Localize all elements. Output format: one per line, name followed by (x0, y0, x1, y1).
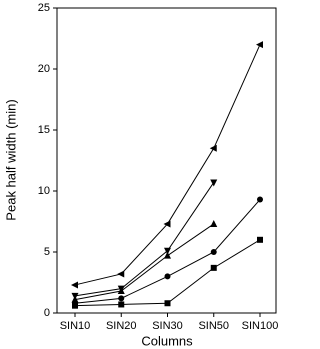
marker (118, 301, 125, 308)
marker (117, 270, 125, 278)
y-tick-label: 20 (38, 63, 50, 75)
chart: Columns Peak half width (min) 0 5 10 15 20 25… (3, 2, 279, 349)
x-tick-label: SIN100 (242, 320, 279, 332)
x-tick-label: SIN10 (60, 320, 91, 332)
y-tick-label: 25 (38, 2, 50, 14)
marker (163, 220, 171, 228)
x-tick-label: SIN30 (152, 320, 183, 332)
series-line (74, 182, 215, 297)
marker (118, 295, 125, 302)
y-tick-label: 15 (38, 124, 50, 136)
x-axis-title: Columns (141, 333, 193, 348)
marker (164, 300, 171, 307)
series-line (74, 223, 215, 301)
marker (210, 219, 218, 227)
plot-frame (56, 7, 277, 314)
marker (210, 249, 217, 255)
marker (71, 292, 79, 300)
x-tick-label: SIN50 (198, 320, 229, 332)
marker (71, 281, 78, 289)
x-tick-label: SIN20 (106, 320, 137, 332)
marker (209, 144, 217, 152)
marker (210, 179, 218, 187)
marker (164, 251, 171, 259)
marker (257, 236, 263, 243)
marker (210, 264, 217, 271)
marker (164, 273, 171, 280)
y-tick-label: 5 (44, 246, 50, 258)
y-tick-label: 10 (38, 185, 50, 197)
marker (256, 41, 263, 49)
marker (117, 285, 125, 293)
marker (164, 247, 171, 255)
marker (257, 196, 263, 203)
y-tick-label: 0 (44, 307, 50, 319)
y-axis-title: Peak half width (min) (3, 99, 18, 220)
